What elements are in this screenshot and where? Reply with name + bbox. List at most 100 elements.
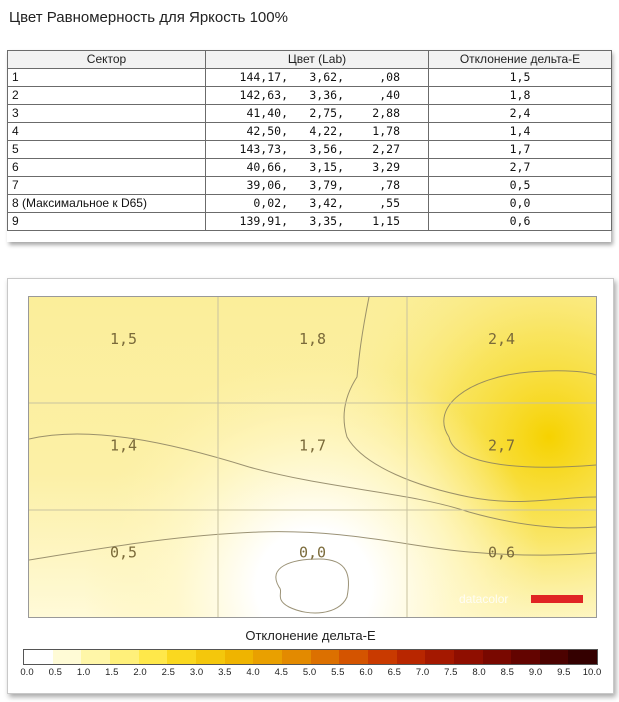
contour-line: [343, 297, 596, 502]
color-lab-cell: 142,63, 3,36, ,40: [205, 86, 429, 105]
scale-swatch: [253, 650, 282, 664]
sector-cell: 4: [7, 122, 206, 141]
scale-swatch: [482, 650, 512, 664]
scale-tick-label: 7.5: [444, 667, 458, 678]
scale-swatch: [339, 650, 368, 664]
table-row: 8 (Максимальное к D65) 0,02, 3,42, ,55 0,0: [7, 194, 612, 213]
scale-title: Отклонение дельта-E: [245, 628, 376, 643]
lab-a-value: 3,62,: [309, 70, 344, 84]
table-row: 2 142,63, 3,36, ,40 1,8: [7, 86, 612, 105]
grid-dividers: [29, 297, 596, 617]
scale-tick-label: 4.5: [274, 667, 288, 678]
contour-line: [275, 558, 350, 614]
lab-a-value: 4,22,: [309, 124, 344, 138]
scale-tick-label: 5.5: [331, 667, 345, 678]
scale-swatch: [453, 650, 483, 664]
lab-a-value: 3,15,: [309, 160, 344, 174]
header-color-lab: Цвет (Lab): [205, 50, 429, 69]
lab-l-value: 143,73,: [239, 142, 288, 156]
table-row: 5 143,73, 3,56, 2,27 1,7: [7, 140, 612, 159]
scale-tick-label: 8.0: [472, 667, 486, 678]
heatmap-cell-value: 1,5: [110, 330, 137, 348]
table-row: 1 144,17, 3,62, ,08 1,5: [7, 68, 612, 87]
lab-a-value: 3,56,: [309, 142, 344, 156]
scale-tick-label: 2.0: [133, 667, 147, 678]
scale-tick-label: 2.5: [161, 667, 175, 678]
table-row: 6 40,66, 3,15, 3,29 2,7: [7, 158, 612, 177]
scale-swatch: [511, 650, 540, 664]
heatmap-cell-value: 1,8: [299, 330, 326, 348]
scale-tick-label: 7.0: [415, 667, 430, 678]
contour-line: [443, 370, 596, 438]
scale-swatch: [425, 650, 454, 664]
page-title: Цвет Равномерность для Яркость 100%: [9, 9, 288, 26]
lab-a-value: 3,35,: [309, 214, 344, 228]
lab-l-value: 142,63,: [239, 88, 288, 102]
scale-swatch: [138, 650, 168, 664]
scale-swatch: [167, 650, 196, 664]
scale-tick-label: 1.5: [105, 667, 119, 678]
scale-swatch: [195, 650, 225, 664]
scale-tick-label: 9.5: [557, 667, 571, 678]
scale-tick-label: 3.0: [189, 667, 204, 678]
scale-swatch: [52, 650, 82, 664]
color-lab-cell: 144,17, 3,62, ,08: [205, 68, 429, 87]
delta-e-cell: 1,5: [428, 68, 612, 87]
lab-b-value: 2,27: [372, 142, 400, 156]
lab-a-value: 3,36,: [309, 88, 344, 102]
sector-cell: 9: [7, 212, 206, 231]
heatmap-cell-value: 1,4: [110, 437, 137, 455]
contour-line: [448, 436, 596, 468]
scale-tick-label: 0.5: [48, 667, 62, 678]
uniformity-heatmap: 1,5 1,8 2,4 1,4 1,7 2,7 0,5 0,0 0,6 datacolor: [28, 296, 597, 618]
delta-e-cell: 2,4: [428, 104, 612, 123]
delta-e-cell: 0,5: [428, 176, 612, 195]
sector-cell: 8 (Максимальное к D65): [7, 194, 206, 213]
uniformity-chart-panel: 1,5 1,8 2,4 1,4 1,7 2,7 0,5 0,0 0,6 datacolor От…: [7, 278, 614, 694]
scale-tick-label: 0.0: [20, 667, 34, 678]
watermark: datacolor: [459, 592, 508, 606]
sector-cell: 1: [7, 68, 206, 87]
lab-b-value: 1,78: [372, 124, 400, 138]
lab-b-value: ,40: [379, 88, 400, 102]
heatmap-cell-value: 0,5: [110, 543, 137, 561]
delta-e-cell: 2,7: [428, 158, 612, 177]
scale-tick-label: 10.0: [582, 667, 602, 678]
contour-lines: [29, 297, 596, 614]
lab-l-value: 40,66,: [246, 160, 288, 174]
table-row: 9 139,91, 3,35, 1,15 0,6: [7, 212, 612, 231]
lab-b-value: ,78: [379, 178, 400, 192]
color-lab-cell: 139,91, 3,35, 1,15: [205, 212, 429, 231]
heatmap-cell-value: 0,0: [299, 543, 326, 561]
sector-cell: 5: [7, 140, 206, 159]
color-scale-bar: [23, 649, 598, 665]
lab-l-value: 41,40,: [246, 106, 288, 120]
scale-tick-label: 8.5: [500, 667, 514, 678]
scale-tick-label: 6.0: [359, 667, 373, 678]
sector-cell: 7: [7, 176, 206, 195]
lab-b-value: 2,88: [372, 106, 400, 120]
color-lab-cell: 41,40, 2,75, 2,88: [205, 104, 429, 123]
color-lab-cell: 42,50, 4,22, 1,78: [205, 122, 429, 141]
heatmap-cell-value: 2,4: [488, 330, 515, 348]
scale-tick-label: 3.5: [218, 667, 232, 678]
brand-bar: [531, 595, 583, 603]
scale-tick-label: 1.0: [76, 667, 91, 678]
heatmap-cell-value: 1,7: [299, 437, 326, 455]
scale-tick-label: 5.0: [302, 667, 317, 678]
lab-l-value: 139,91,: [239, 214, 288, 228]
header-sector: Сектор: [7, 50, 206, 69]
scale-swatch: [310, 650, 340, 664]
cell-labels: 1,5 1,8 2,4 1,4 1,7 2,7 0,5 0,0 0,6: [110, 330, 515, 561]
delta-e-cell: 1,7: [428, 140, 612, 159]
lab-l-value: 39,06,: [246, 178, 288, 192]
heatmap-svg: 1,5 1,8 2,4 1,4 1,7 2,7 0,5 0,0 0,6 datacolor: [29, 297, 596, 617]
scale-swatch: [224, 650, 254, 664]
scale-swatch: [539, 650, 569, 664]
lab-b-value: 3,29: [372, 160, 400, 174]
scale-swatch: [396, 650, 426, 664]
scale-swatch: [24, 650, 53, 664]
sector-cell: 2: [7, 86, 206, 105]
